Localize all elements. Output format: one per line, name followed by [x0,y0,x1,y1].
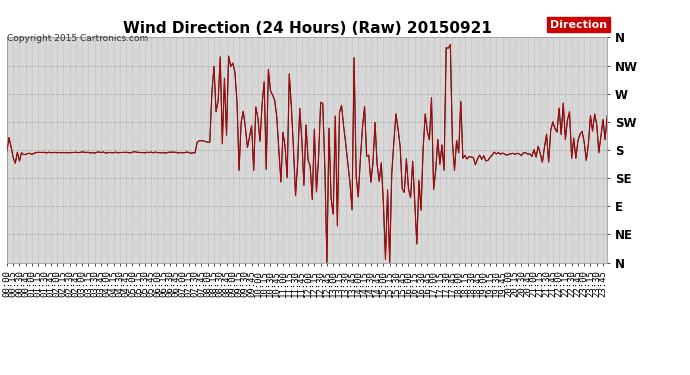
Text: Copyright 2015 Cartronics.com: Copyright 2015 Cartronics.com [7,34,148,43]
Title: Wind Direction (24 Hours) (Raw) 20150921: Wind Direction (24 Hours) (Raw) 20150921 [123,21,491,36]
Text: Direction: Direction [550,20,607,30]
